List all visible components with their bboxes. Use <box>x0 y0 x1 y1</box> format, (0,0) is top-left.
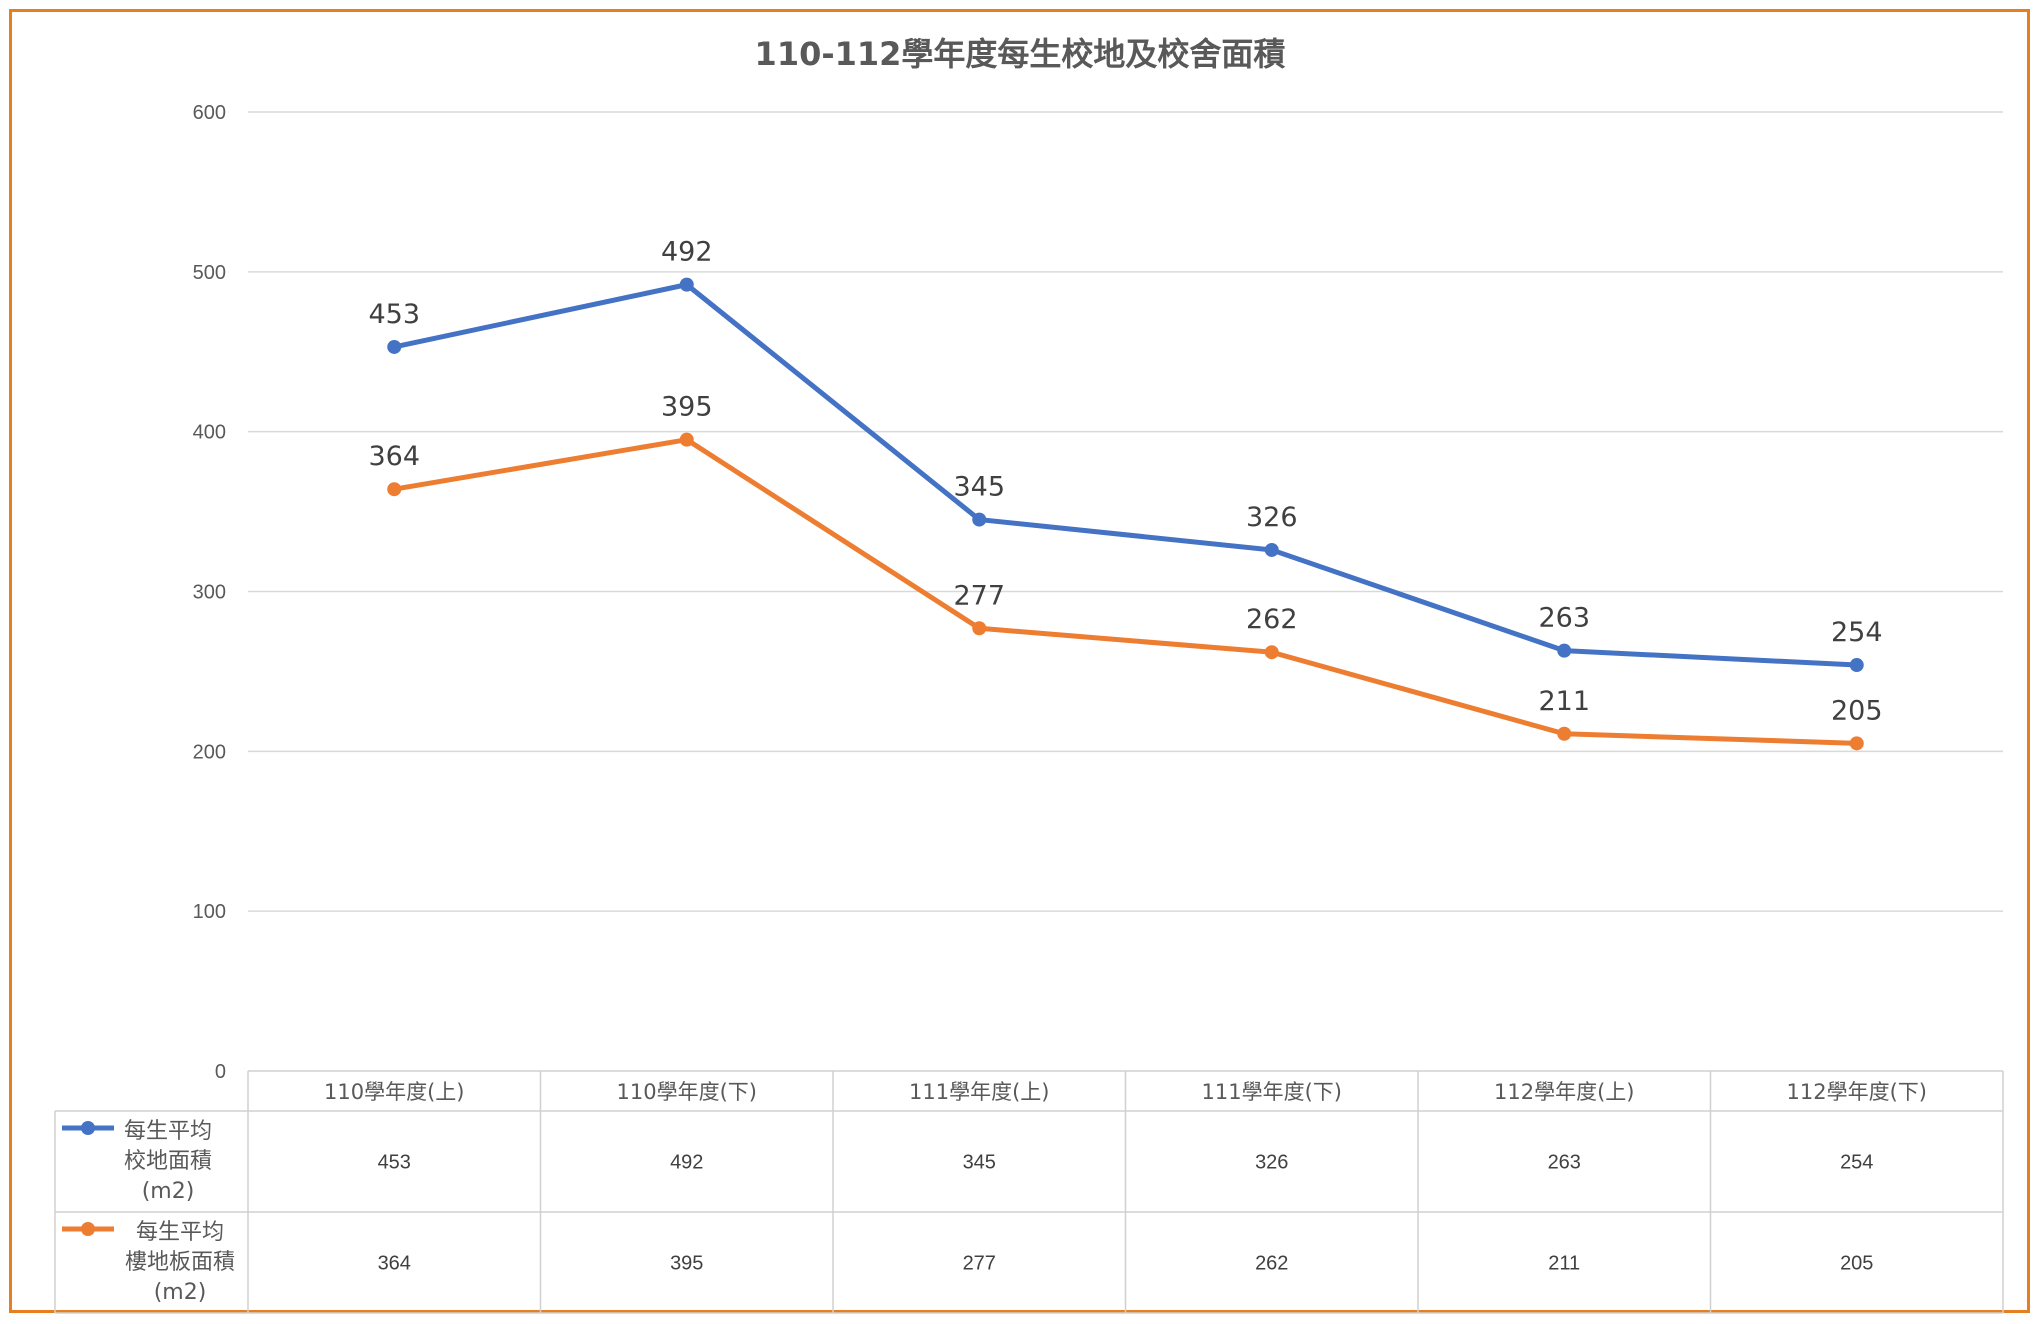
data-label: 277 <box>953 580 1005 611</box>
data-point <box>679 277 694 292</box>
data-label: 453 <box>368 299 420 330</box>
table-value-cell: 205 <box>1840 1253 1873 1275</box>
data-point <box>1557 726 1572 741</box>
y-tick-label: 0 <box>215 1061 226 1083</box>
series-line <box>393 282 1857 668</box>
data-labels: 453 492 345 326 263 254 364 395 277 262 211 205 <box>368 237 1882 727</box>
table-value-cell: 277 <box>963 1253 996 1275</box>
series-lines <box>387 277 1864 751</box>
table-value-cell: 211 <box>1548 1253 1580 1275</box>
data-label: 395 <box>661 392 713 423</box>
y-tick-label: 200 <box>193 741 226 763</box>
x-category-label: 112學年度(下) <box>1787 1080 1927 1104</box>
table-value-cell: 395 <box>670 1253 703 1275</box>
data-table: 110學年度(上) 110學年度(下) 111學年度(上) 111學年度(下) 112學… <box>54 1070 2004 1314</box>
chart-title: 110-112學年度每生校地及校舍面積 <box>755 35 1286 73</box>
legend-key-marker <box>81 1222 95 1236</box>
legend-key-marker <box>81 1121 95 1135</box>
data-label: 211 <box>1538 686 1590 717</box>
data-label: 262 <box>1246 604 1298 635</box>
data-label: 364 <box>368 441 420 472</box>
table-value-cell: 492 <box>670 1152 703 1174</box>
legend-label: (m2) <box>154 1280 207 1305</box>
x-category-label: 110學年度(下) <box>617 1080 757 1104</box>
x-category-label: 110學年度(上) <box>324 1080 464 1104</box>
gridlines <box>248 111 2003 912</box>
data-label: 345 <box>953 472 1005 503</box>
data-label: 492 <box>661 237 713 268</box>
y-tick-label: 300 <box>193 582 226 604</box>
x-category-label: 111學年度(下) <box>1202 1080 1342 1104</box>
y-tick-label: 500 <box>193 262 226 284</box>
data-point <box>1264 542 1279 557</box>
data-point <box>1557 643 1572 658</box>
data-point <box>387 482 402 497</box>
y-tick-label: 600 <box>193 102 226 124</box>
legend-label: 校地面積 <box>124 1149 212 1174</box>
table-value-cell: 453 <box>378 1152 411 1174</box>
data-label: 263 <box>1538 603 1590 634</box>
table-value-cell: 345 <box>963 1152 996 1174</box>
table-value-cell: 364 <box>378 1253 411 1275</box>
series-line <box>393 437 1857 746</box>
data-label: 254 <box>1831 617 1883 648</box>
chart-frame <box>9 9 2030 1313</box>
y-tick-label: 100 <box>193 901 226 923</box>
data-point <box>387 339 402 354</box>
data-point <box>972 621 987 636</box>
legend-label: 樓地板面積 <box>125 1250 235 1275</box>
data-point <box>1849 658 1864 673</box>
x-category-label: 112學年度(上) <box>1494 1080 1634 1104</box>
table-value-cell: 254 <box>1840 1152 1873 1174</box>
data-label: 205 <box>1831 695 1883 726</box>
data-label: 326 <box>1246 502 1298 533</box>
legend-label: (m2) <box>142 1179 195 1204</box>
y-axis-ticks: 0 100 200 300 400 500 600 <box>193 102 226 1083</box>
x-category-label: 111學年度(上) <box>909 1080 1049 1104</box>
data-point <box>1849 736 1864 751</box>
data-point <box>972 512 987 527</box>
data-point <box>679 432 694 447</box>
table-value-cell: 262 <box>1255 1253 1288 1275</box>
table-value-cell: 326 <box>1255 1152 1288 1174</box>
data-point <box>1264 645 1279 660</box>
table-value-cell: 263 <box>1548 1152 1581 1174</box>
legend-label: 每生平均 <box>124 1119 212 1144</box>
legend-label: 每生平均 <box>136 1220 224 1245</box>
y-tick-label: 400 <box>193 422 226 444</box>
